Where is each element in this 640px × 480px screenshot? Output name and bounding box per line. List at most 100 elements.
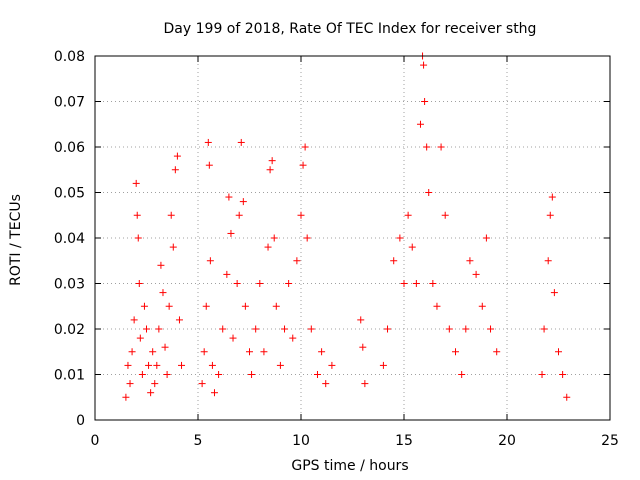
data-point — [412, 280, 420, 287]
data-point — [134, 234, 142, 242]
x-tick-label: 0 — [91, 433, 100, 449]
data-point — [416, 120, 424, 128]
data-point — [140, 302, 148, 310]
data-point — [307, 325, 315, 333]
data-point — [297, 211, 305, 219]
y-tick-label: 0 — [76, 413, 85, 429]
data-point — [124, 361, 132, 369]
data-point — [248, 371, 256, 378]
data-point — [563, 393, 571, 401]
x-axis-label: GPS time / hours — [291, 458, 408, 474]
data-point — [462, 325, 470, 333]
data-point — [155, 325, 163, 333]
data-point — [458, 371, 466, 378]
data-point — [204, 138, 212, 146]
data-point — [318, 348, 326, 356]
data-point — [472, 270, 480, 278]
data-point — [400, 280, 408, 287]
data-point — [126, 380, 134, 388]
data-point — [229, 334, 237, 342]
data-point — [361, 380, 369, 388]
y-tick-label: 0.06 — [54, 140, 85, 156]
data-point — [266, 166, 274, 174]
data-point — [538, 371, 546, 378]
data-point — [149, 348, 157, 356]
data-point — [237, 138, 245, 146]
data-point — [359, 343, 367, 351]
data-point — [487, 325, 495, 333]
data-point — [198, 380, 206, 388]
data-point — [200, 348, 208, 356]
data-point — [408, 243, 416, 251]
data-point — [357, 316, 365, 324]
data-point — [165, 302, 173, 310]
data-point — [130, 316, 138, 324]
data-point — [225, 193, 233, 201]
data-point — [421, 98, 429, 105]
data-point — [289, 334, 297, 342]
data-point — [223, 270, 231, 278]
data-point — [175, 316, 183, 324]
data-point — [555, 348, 562, 356]
data-point — [433, 302, 441, 310]
y-axis-label: ROTI / TECUs — [8, 194, 24, 286]
data-point — [546, 211, 554, 219]
data-point — [478, 302, 486, 310]
data-point — [171, 166, 179, 174]
data-point — [147, 389, 155, 397]
data-point — [157, 261, 165, 269]
data-point — [404, 211, 412, 219]
data-point — [219, 325, 227, 333]
data-point — [293, 257, 301, 265]
data-point — [136, 334, 144, 342]
data-point — [272, 302, 280, 310]
data-point — [178, 361, 186, 369]
data-point — [235, 211, 243, 219]
data-point — [299, 161, 307, 169]
data-point — [145, 361, 153, 369]
data-point — [384, 325, 392, 333]
y-tick-label: 0.05 — [54, 186, 85, 202]
y-tick-label: 0.03 — [54, 277, 85, 293]
data-point — [227, 229, 235, 237]
data-point — [173, 152, 181, 160]
data-point — [233, 280, 241, 287]
data-point — [466, 257, 474, 265]
data-point — [425, 189, 433, 196]
data-point — [313, 371, 321, 378]
data-point — [246, 348, 253, 356]
data-point — [151, 380, 159, 388]
data-point — [122, 393, 130, 401]
data-point — [482, 234, 490, 242]
data-point — [268, 157, 276, 165]
y-tick-label: 0.08 — [54, 49, 85, 65]
data-point — [441, 211, 449, 219]
data-point — [390, 257, 398, 265]
data-point — [252, 325, 260, 333]
data-point — [135, 280, 143, 287]
data-point — [423, 143, 431, 151]
data-point — [206, 257, 214, 265]
data-point — [445, 325, 453, 333]
data-point — [167, 211, 175, 219]
data-point — [169, 243, 177, 251]
chart-title: Day 199 of 2018, Rate Of TEC Index for r… — [164, 21, 537, 37]
x-tick-label: 20 — [498, 433, 516, 449]
data-point — [550, 289, 558, 297]
data-point — [256, 280, 264, 287]
data-point — [270, 234, 278, 242]
x-tick-label: 15 — [395, 433, 413, 449]
data-point — [437, 143, 445, 151]
data-point — [264, 243, 272, 251]
y-tick-label: 0.02 — [54, 322, 85, 338]
y-tick-label: 0.07 — [54, 95, 85, 111]
data-point — [159, 289, 167, 297]
data-point — [161, 343, 169, 351]
x-tick-label: 25 — [601, 433, 619, 449]
data-point — [285, 280, 293, 287]
plot-frame — [94, 55, 611, 421]
data-point — [379, 361, 387, 369]
data-point — [215, 371, 223, 378]
axes: 0 5 10 15 20 25 0 0.01 0.02 0.03 0.04 0.05 0.06 0.07 0… — [54, 49, 619, 449]
data-point — [128, 348, 136, 356]
